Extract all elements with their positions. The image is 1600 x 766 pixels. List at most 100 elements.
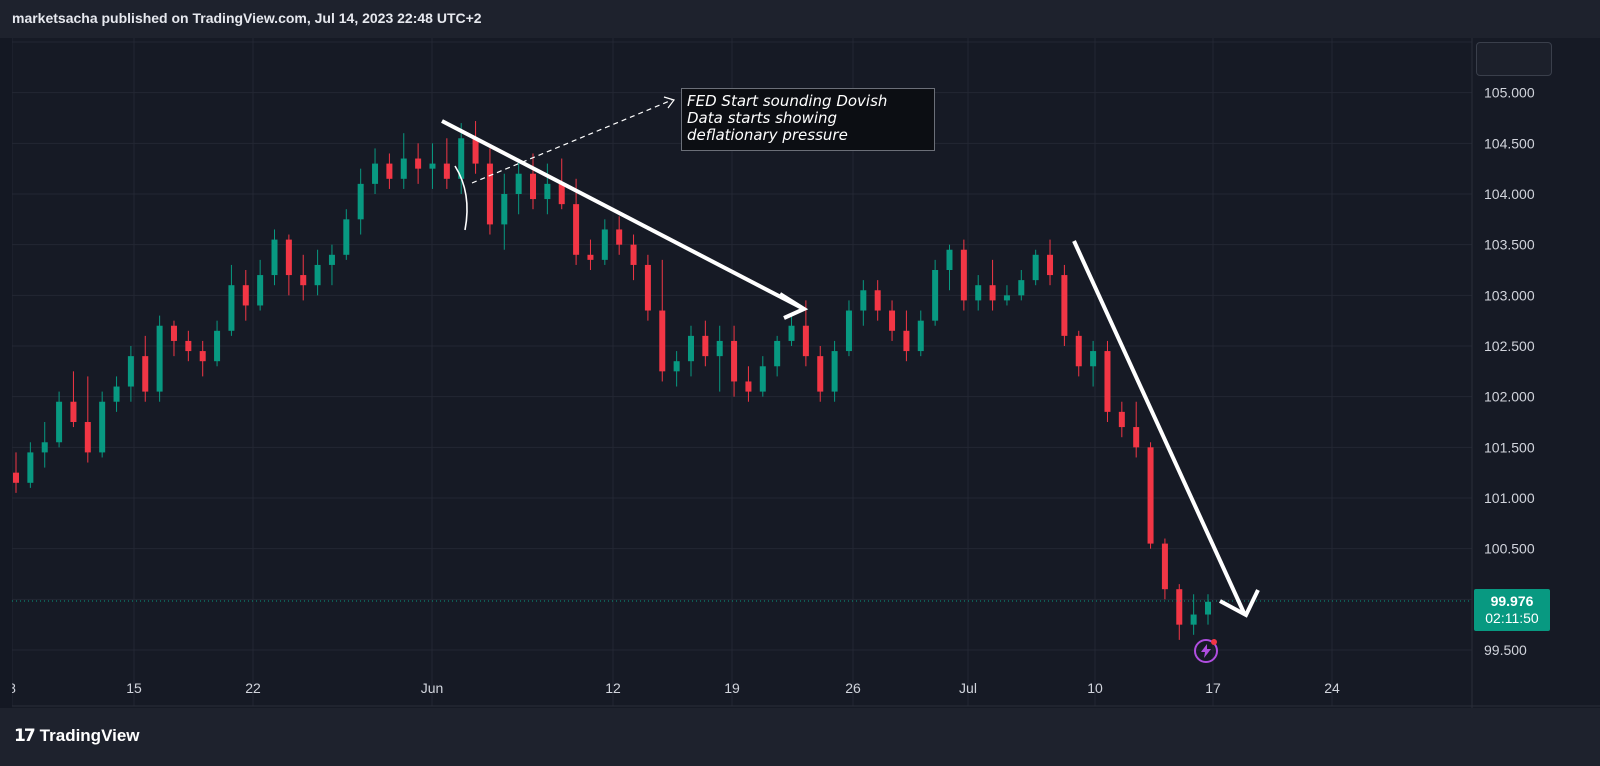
candle bbox=[515, 158, 522, 215]
x-tick-label: 26 bbox=[845, 680, 861, 696]
dashed-callout-line bbox=[471, 99, 673, 184]
candle-body bbox=[989, 285, 996, 301]
candle-body bbox=[687, 335, 694, 362]
candle bbox=[56, 391, 63, 448]
candle-body bbox=[1176, 589, 1183, 625]
candle-body bbox=[415, 158, 422, 169]
candle-body bbox=[759, 366, 766, 392]
y-tick-label: 101.500 bbox=[1484, 439, 1535, 455]
candle bbox=[630, 234, 637, 281]
candle bbox=[142, 335, 149, 402]
settings-box[interactable] bbox=[1476, 42, 1552, 76]
candle bbox=[386, 153, 393, 189]
x-tick-label: 12 bbox=[605, 680, 621, 696]
candle bbox=[960, 239, 967, 311]
bar-countdown: 02:11:50 bbox=[1485, 610, 1539, 626]
candle bbox=[27, 442, 34, 488]
candle-body bbox=[386, 163, 393, 179]
candle bbox=[314, 249, 321, 296]
candle bbox=[1003, 285, 1010, 306]
candle-body bbox=[515, 173, 522, 194]
candle bbox=[357, 168, 364, 235]
candle bbox=[745, 366, 752, 402]
candle-body bbox=[1133, 427, 1140, 448]
tradingview-logo-text: TradingView bbox=[39, 726, 140, 745]
candle-body bbox=[673, 361, 680, 372]
candle-body bbox=[845, 310, 852, 352]
candle-body bbox=[1090, 351, 1097, 367]
candle-body bbox=[659, 310, 666, 372]
candle-body bbox=[1032, 254, 1039, 281]
lightning-icon[interactable] bbox=[1193, 638, 1219, 664]
candle bbox=[458, 123, 465, 194]
footer: 17 TradingView bbox=[0, 708, 1600, 766]
candle-body bbox=[271, 239, 278, 276]
candle-body bbox=[199, 351, 206, 362]
candle bbox=[874, 280, 881, 321]
dashed-callout-head bbox=[663, 96, 675, 109]
candle bbox=[501, 173, 508, 250]
candle-body bbox=[702, 335, 709, 357]
candle-body bbox=[716, 340, 723, 357]
curve-mark bbox=[454, 165, 468, 231]
candle-body bbox=[558, 183, 565, 205]
candle bbox=[845, 300, 852, 357]
candle-body bbox=[960, 249, 967, 301]
candle bbox=[486, 148, 493, 235]
candle-body bbox=[817, 356, 824, 392]
candle bbox=[1176, 584, 1183, 640]
candle-body bbox=[228, 285, 235, 331]
candle bbox=[300, 254, 307, 301]
candle-body bbox=[1018, 280, 1025, 296]
candle bbox=[429, 143, 436, 189]
candle-body bbox=[946, 249, 953, 270]
annotation-line-2: Data starts showing bbox=[687, 109, 838, 127]
candle-body bbox=[314, 264, 321, 286]
candle bbox=[1133, 401, 1140, 458]
tradingview-logo[interactable]: 17 TradingView bbox=[14, 726, 140, 746]
x-tick-label: 22 bbox=[245, 680, 261, 696]
candle-body bbox=[774, 340, 781, 367]
candle bbox=[170, 320, 177, 357]
candle bbox=[285, 234, 292, 296]
candle-body bbox=[903, 330, 910, 352]
candle-body bbox=[1118, 411, 1125, 428]
candle bbox=[802, 300, 809, 367]
candle bbox=[84, 376, 91, 463]
candle bbox=[343, 209, 350, 260]
candle-body bbox=[1075, 335, 1082, 367]
candle-body bbox=[142, 356, 149, 392]
candle-body bbox=[343, 219, 350, 255]
candle-body bbox=[113, 386, 120, 402]
candle-body bbox=[300, 275, 307, 286]
candle-body bbox=[630, 244, 637, 265]
candle-body bbox=[1003, 295, 1010, 301]
trend-arrow-2-head bbox=[1219, 589, 1260, 618]
candle-body bbox=[41, 442, 48, 453]
candle-body bbox=[874, 290, 881, 311]
candle bbox=[573, 178, 580, 265]
candle bbox=[759, 356, 766, 397]
candle bbox=[989, 259, 996, 311]
candle-body bbox=[127, 356, 134, 387]
candle-body bbox=[70, 401, 77, 422]
candle bbox=[99, 391, 106, 458]
trend-arrow-1-head bbox=[778, 292, 809, 320]
candle-body bbox=[616, 229, 623, 245]
y-tick-label: 100.500 bbox=[1484, 541, 1535, 557]
candle bbox=[644, 254, 651, 321]
y-tick-label: 99.500 bbox=[1484, 642, 1527, 658]
candle-body bbox=[573, 204, 580, 255]
y-tick-label: 103.500 bbox=[1484, 237, 1535, 253]
drawing-layer bbox=[12, 96, 1472, 618]
candle-body bbox=[372, 163, 379, 184]
candle-body bbox=[170, 325, 177, 341]
candle bbox=[70, 371, 77, 428]
publisher-text: marketsacha published on TradingView.com… bbox=[12, 10, 482, 26]
chart-svg: 99.500100.000100.500101.000101.500102.00… bbox=[12, 38, 1600, 708]
candle-body bbox=[917, 320, 924, 352]
candle-body bbox=[27, 452, 34, 483]
candle bbox=[257, 259, 264, 311]
candle bbox=[415, 143, 422, 184]
annotation-line-1: FED Start sounding Dovish bbox=[687, 92, 888, 110]
